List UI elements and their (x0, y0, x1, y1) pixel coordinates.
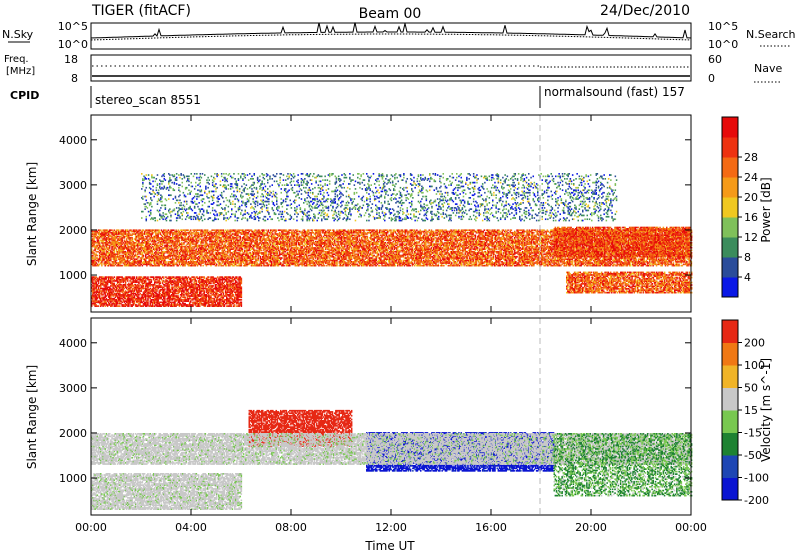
freq-tick-top: 18 (64, 53, 78, 66)
nsearch-tick-bottom: 10^0 (708, 38, 738, 51)
freq-strip: Freq. [MHz] 18 8 60 0 Nave (4, 53, 782, 85)
nsky-label: N.Sky (2, 28, 34, 41)
heatmap-cell (143, 285, 145, 287)
nave-tick-bottom: 0 (708, 72, 715, 85)
date-label: 24/Dec/2010 (600, 3, 690, 19)
nsky-series-line (91, 23, 691, 39)
nave-tick-top: 60 (708, 53, 722, 66)
cpid-segment-1: stereo_scan 8551 (95, 93, 201, 107)
heatmap-cell (134, 276, 136, 278)
plot-title: TIGER (fitACF) (91, 3, 191, 19)
cpid-segment-2: normalsound (fast) 157 (544, 85, 685, 99)
nsky-tick-bottom: 10^0 (58, 38, 88, 51)
freq-label-1: Freq. (4, 54, 29, 65)
freq-label-2: [MHz] (6, 66, 35, 77)
nsearch-label: N.Search (746, 28, 796, 41)
heatmap-cell (151, 279, 153, 281)
nsky-strip: N.Sky 10^5 10^0 10^5 10^0 N.Search (2, 20, 796, 51)
nsky-tick-top: 10^5 (58, 20, 88, 33)
freq-tick-bottom: 8 (71, 72, 78, 85)
heatmap-cell (114, 283, 116, 285)
beam-label: Beam 00 (359, 6, 422, 22)
heatmap-cell (119, 305, 121, 307)
heatmap-cell (114, 276, 116, 278)
rti-plot: TIGER (fitACF) Beam 00 24/Dec/2010 N.Sky… (0, 0, 800, 554)
rti-plot-page: TIGER (fitACF) Beam 00 24/Dec/2010 N.Sky… (0, 0, 800, 554)
nave-label: Nave (754, 62, 782, 75)
cpid-strip: CPID stereo_scan 8551 normalsound (fast)… (10, 85, 685, 108)
cpid-label: CPID (10, 89, 39, 102)
nsearch-tick-top: 10^5 (708, 20, 738, 33)
heatmap-cell (147, 276, 149, 278)
heatmap-cell (98, 305, 100, 307)
